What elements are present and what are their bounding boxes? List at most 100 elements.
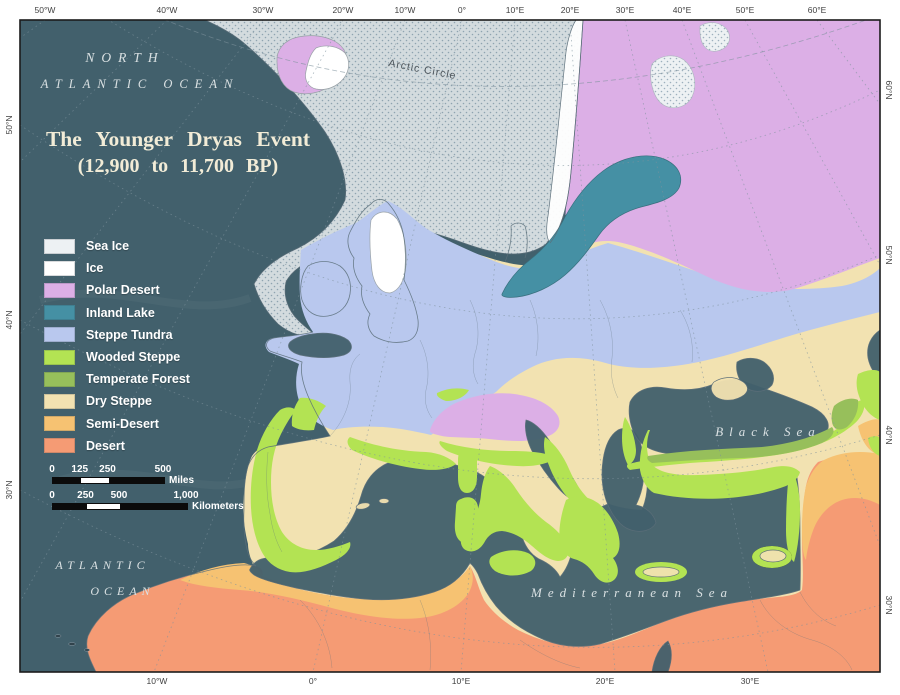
legend-label: Sea Ice [86, 239, 130, 254]
legend-row: Dry Steppe [44, 390, 190, 412]
scale-tick-label: 250 [77, 490, 94, 501]
sea-black-sea [628, 379, 829, 455]
north-atlantic-label-line1: NORTH [85, 50, 165, 65]
axis-tick-label: 20°E [560, 5, 580, 15]
legend-label: Steppe Tundra [86, 327, 173, 342]
legend-row: Ice [44, 257, 190, 279]
axis-tick-label: 20°W [332, 5, 354, 15]
peninsula-crimea [710, 377, 748, 401]
legend-label: Temperate Forest [86, 372, 190, 387]
axis-tick-label: 0° [308, 676, 318, 686]
legend-swatch [44, 260, 75, 276]
atlantic-ocean-label-line2: OCEAN [90, 584, 155, 598]
atlantic-islands [54, 634, 90, 652]
legend-label: Dry Steppe [86, 394, 152, 409]
region-steppe-tundra [265, 201, 880, 435]
axis-tick-label: 60°N [884, 80, 894, 100]
legend-row: Wooded Steppe [44, 346, 190, 368]
scale-unit-label: Miles [169, 475, 195, 486]
legend-swatch [44, 349, 75, 365]
axis-tick-label: 0° [457, 5, 467, 15]
legend-row: Temperate Forest [44, 368, 190, 390]
legend-swatch [44, 438, 75, 454]
axis-tick-label: 50°N [4, 115, 14, 135]
sea-red-sea-tip [651, 640, 672, 672]
axis-tick-label: 40°W [156, 5, 178, 15]
axis-tick-label: 60°E [807, 5, 827, 15]
legend-row: Polar Desert [44, 279, 190, 301]
axis-tick-label: 30°N [4, 480, 14, 500]
map-frame [19, 19, 881, 673]
axis-tick-label: 40°E [672, 5, 692, 15]
region-polar-desert [565, 20, 880, 292]
axis-tick-label: 40°N [4, 310, 14, 330]
legend-swatch [44, 238, 75, 254]
axis-tick-label: 50°N [884, 245, 894, 265]
axis-tick-label: 10°E [505, 5, 525, 15]
legend: Sea Ice Ice Polar Desert Inland Lake Steppe … [44, 235, 190, 457]
scale-tick-label: 0 [49, 464, 55, 475]
legend-label: Polar Desert [86, 283, 160, 298]
legend-row: Sea Ice [44, 235, 190, 257]
axis-tick-label: 50°E [735, 5, 755, 15]
legend-row: Semi-Desert [44, 413, 190, 435]
legend-swatch [44, 327, 75, 343]
region-iceland-ice [305, 45, 349, 90]
arctic-circle-line [164, 20, 868, 87]
island-cyprus [759, 549, 787, 563]
region-sea-ice-barents [699, 22, 730, 52]
island-menorca [378, 498, 390, 504]
legend-row: Inland Lake [44, 302, 190, 324]
scale-tick-label: 500 [110, 490, 128, 501]
region-semi-desert-nw-africa [180, 563, 473, 619]
region-ice-scotland [369, 211, 407, 294]
map-title-line1: The Younger Dryas Event [45, 127, 311, 151]
region-sea-ice-white-sea [650, 55, 696, 109]
legend-swatch [44, 305, 75, 321]
axis-tick-label: 20°E [595, 676, 615, 686]
map-title: The Younger Dryas Event (12,900 to 11,70… [35, 126, 321, 180]
axis-tick-label: 30°W [252, 5, 274, 15]
legend-label: Ice [86, 261, 104, 276]
axis-tick-label: 30°N [884, 595, 894, 615]
boundary-lines [266, 299, 853, 671]
axis-tick-label: 10°W [394, 5, 416, 15]
axis-tick-label: 10°E [451, 676, 471, 686]
axis-tick-label: 30°E [615, 5, 635, 15]
scale-bar-track [52, 503, 188, 510]
legend-swatch [44, 393, 75, 409]
mediterranean-sea-label: Mediterranean Sea [530, 585, 733, 600]
region-desert [86, 455, 880, 672]
legend-row: Desert [44, 435, 190, 457]
graticule [20, 20, 880, 672]
legend-label: Inland Lake [86, 305, 155, 320]
legend-swatch [44, 416, 75, 432]
island-mallorca [355, 502, 371, 510]
north-atlantic-label-line2: ATLANTIC OCEAN [40, 77, 240, 91]
map-title-line2: (12,900 to 11,700 BP) [77, 155, 279, 177]
axis-tick-label: 40°N [884, 425, 894, 445]
axis-tick-label: 30°E [740, 676, 760, 686]
scale-bar-track [52, 477, 165, 484]
atlantic-ocean-label-line1: ATLANTIC [55, 558, 150, 572]
legend-row: Steppe Tundra [44, 324, 190, 346]
scale-tick-label: 1,000 [173, 490, 199, 501]
scale-tick-label: 500 [154, 464, 172, 475]
legend-label: Wooded Steppe [86, 350, 181, 365]
regions-temperate-forest [647, 398, 859, 463]
scale-tick-label: 0 [49, 490, 55, 501]
sea-english-channel [288, 332, 352, 358]
legend-swatch [44, 371, 75, 387]
axis-tick-label: 50°W [34, 5, 56, 15]
legend-swatch [44, 282, 75, 298]
scale-tick-label: 125 [71, 464, 89, 475]
legend-label: Semi-Desert [86, 416, 159, 431]
axis-tick-label: 10°W [146, 676, 168, 686]
scale-tick-label: 250 [99, 464, 116, 475]
black-sea-label: Black Sea [715, 424, 821, 439]
bathymetry-texture [58, 469, 264, 490]
coastlines [86, 20, 584, 672]
scale-unit-label: Kilometers [192, 501, 244, 512]
